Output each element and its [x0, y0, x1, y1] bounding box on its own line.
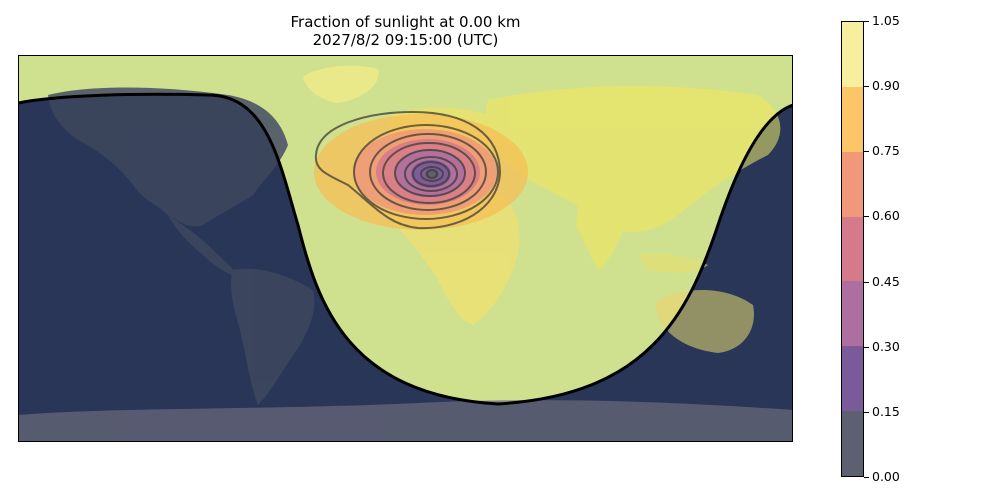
- landmasses: [18, 65, 793, 442]
- colorbar-tick: [864, 347, 869, 348]
- colorbar-tick-label: 1.05: [872, 13, 900, 28]
- colorbar-segment-4: [842, 151, 863, 217]
- colorbar-tick-label: 0.45: [872, 274, 900, 289]
- title-line-2: 2027/8/2 09:15:00 (UTC): [312, 31, 499, 49]
- colorbar-tick-label: 0.15: [872, 404, 900, 419]
- world-map: [18, 55, 793, 442]
- contour-8: [420, 166, 444, 182]
- contour-2: [353, 124, 499, 220]
- colorbar-tick-label: 0.60: [872, 208, 900, 223]
- southeast-asia: [638, 253, 708, 273]
- colorbar-tick: [864, 86, 869, 87]
- colorbar-tick: [864, 151, 869, 152]
- north-america: [48, 87, 288, 227]
- colorbar-tick-label: 0.90: [872, 78, 900, 93]
- chart-title: Fraction of sunlight at 0.00 km 2027/8/2…: [18, 13, 793, 49]
- colorbar-tick-label: 0.75: [872, 143, 900, 158]
- greenland: [303, 65, 379, 103]
- colorbar-tick-label: 0.00: [872, 469, 900, 484]
- colorbar-tick: [864, 412, 869, 413]
- colorbar-segment-2: [842, 281, 863, 347]
- south-america: [230, 268, 315, 405]
- contour-7: [412, 161, 450, 187]
- colorbar-segment-5: [842, 86, 863, 152]
- colorbar-tick: [864, 282, 869, 283]
- contour-9: [426, 169, 438, 179]
- antarctica: [18, 400, 793, 442]
- map-frame: [18, 55, 793, 442]
- central-america: [168, 215, 238, 277]
- contour-outer: [314, 110, 502, 230]
- asia: [486, 85, 781, 232]
- colorbar-tick-label: 0.30: [872, 339, 900, 354]
- title-line-1: Fraction of sunlight at 0.00 km: [290, 13, 521, 31]
- colorbar-segment-0: [842, 411, 863, 476]
- colorbar-segment-3: [842, 216, 863, 282]
- colorbar-segment-6: [842, 22, 863, 87]
- australia: [655, 289, 754, 353]
- india: [576, 205, 623, 270]
- contour-6: [404, 156, 458, 192]
- contour-3: [369, 133, 487, 211]
- colorbar-segment-1: [842, 346, 863, 412]
- contour-4: [382, 142, 476, 204]
- colorbar-tick: [864, 477, 869, 478]
- colorbar-tick: [864, 216, 869, 217]
- terminator-line: [18, 92, 793, 406]
- colorbar: [841, 21, 864, 477]
- contour-5: [394, 149, 466, 197]
- colorbar-tick: [864, 21, 869, 22]
- eclipse-contours: [314, 110, 502, 230]
- night-shade: [18, 94, 793, 442]
